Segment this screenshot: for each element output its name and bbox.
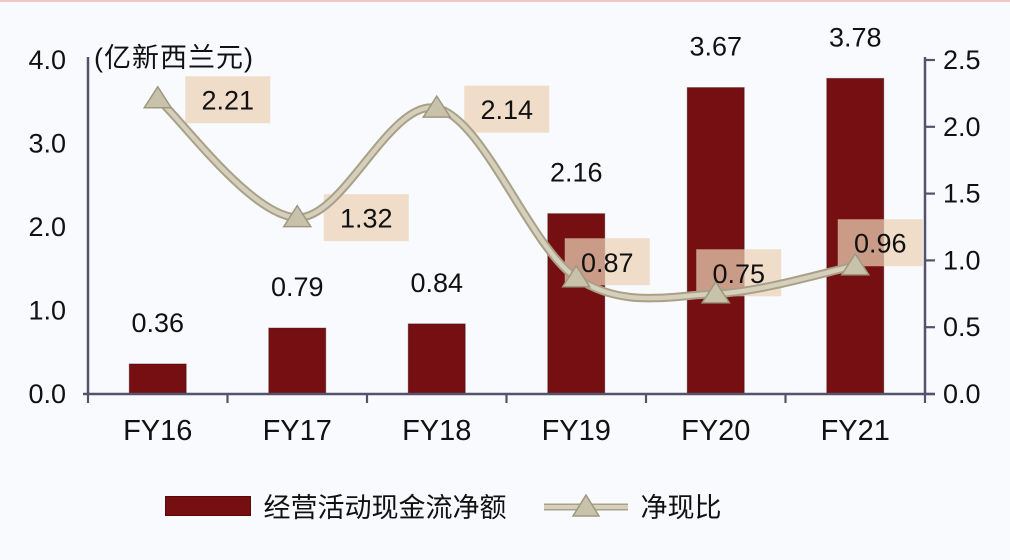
right-axis-label-1.5: 1.5 (943, 179, 981, 209)
x-axis-label-FY17: FY17 (263, 415, 332, 447)
chart-canvas: 2.21 1.32 2.14 0.87 0.75 0.96 0.36 0.79 0.84 2.16… (28, 22, 981, 447)
right-axis-label-0.0: 0.0 (943, 379, 981, 409)
bar-FY16 (128, 363, 187, 395)
bar-value-label-FY19: 2.16 (550, 158, 603, 188)
marker-FY20 (700, 280, 731, 304)
x-axis-label-FY19: FY19 (542, 415, 611, 447)
legend-line-marker-icon (543, 493, 628, 517)
line-value-label-FY17: 1.32 (340, 204, 393, 234)
axis-unit-label: (亿新西兰元) (94, 43, 254, 73)
right-axis-label-0.5: 0.5 (943, 312, 981, 342)
x-axis-label-FY21: FY21 (821, 415, 890, 447)
marker-FY19 (561, 264, 592, 288)
value-box-FY16 (185, 76, 271, 124)
bar-FY20 (686, 87, 745, 395)
right-axis-label-2.0: 2.0 (943, 112, 981, 142)
bar-value-label-FY21: 3.78 (829, 22, 882, 52)
bar-value-label-FY16: 0.36 (131, 308, 184, 338)
value-box-FY18 (464, 85, 550, 133)
left-axis-label-0.0: 0.0 (28, 379, 66, 409)
line-value-label-FY18: 2.14 (480, 95, 533, 125)
right-axis-label-1.0: 1.0 (943, 245, 981, 275)
bar-value-label-FY20: 3.67 (689, 32, 742, 62)
bar-FY17 (268, 327, 327, 395)
marker-FY21 (840, 252, 871, 276)
line-value-label-FY20: 0.75 (712, 259, 765, 289)
marker-FY18 (421, 94, 452, 118)
legend-bar-label: 经营活动现金流净额 (263, 493, 507, 523)
marker-FY16 (142, 85, 173, 109)
line-value-label-FY16: 2.21 (201, 86, 254, 116)
legend-bar-swatch (164, 495, 251, 516)
right-axis-label-2.5: 2.5 (943, 45, 981, 75)
legend-line-swatch (543, 493, 628, 519)
x-axis-label-FY18: FY18 (402, 415, 471, 447)
line-value-label-FY21: 0.96 (854, 229, 907, 259)
line-value-label-FY19: 0.87 (581, 248, 634, 278)
legend: 经营活动现金流净额 净现比 (0, 486, 948, 525)
x-axis-label-FY16: FY16 (123, 415, 192, 447)
value-box-FY17 (323, 194, 409, 242)
cropped-edge-artifact (0, 0, 1010, 2)
left-axis-label-4.0: 4.0 (28, 45, 66, 75)
left-axis-label-3.0: 3.0 (28, 129, 66, 159)
left-axis-label-2.0: 2.0 (28, 212, 66, 242)
left-axis-label-1.0: 1.0 (28, 296, 66, 326)
x-axis-label-FY20: FY20 (681, 415, 750, 447)
legend-line-label: 净现比 (640, 493, 722, 523)
bar-FY18 (407, 323, 466, 395)
bar-value-label-FY18: 0.84 (410, 268, 463, 298)
bar-value-label-FY17: 0.79 (271, 272, 324, 302)
marker-FY17 (282, 204, 313, 228)
